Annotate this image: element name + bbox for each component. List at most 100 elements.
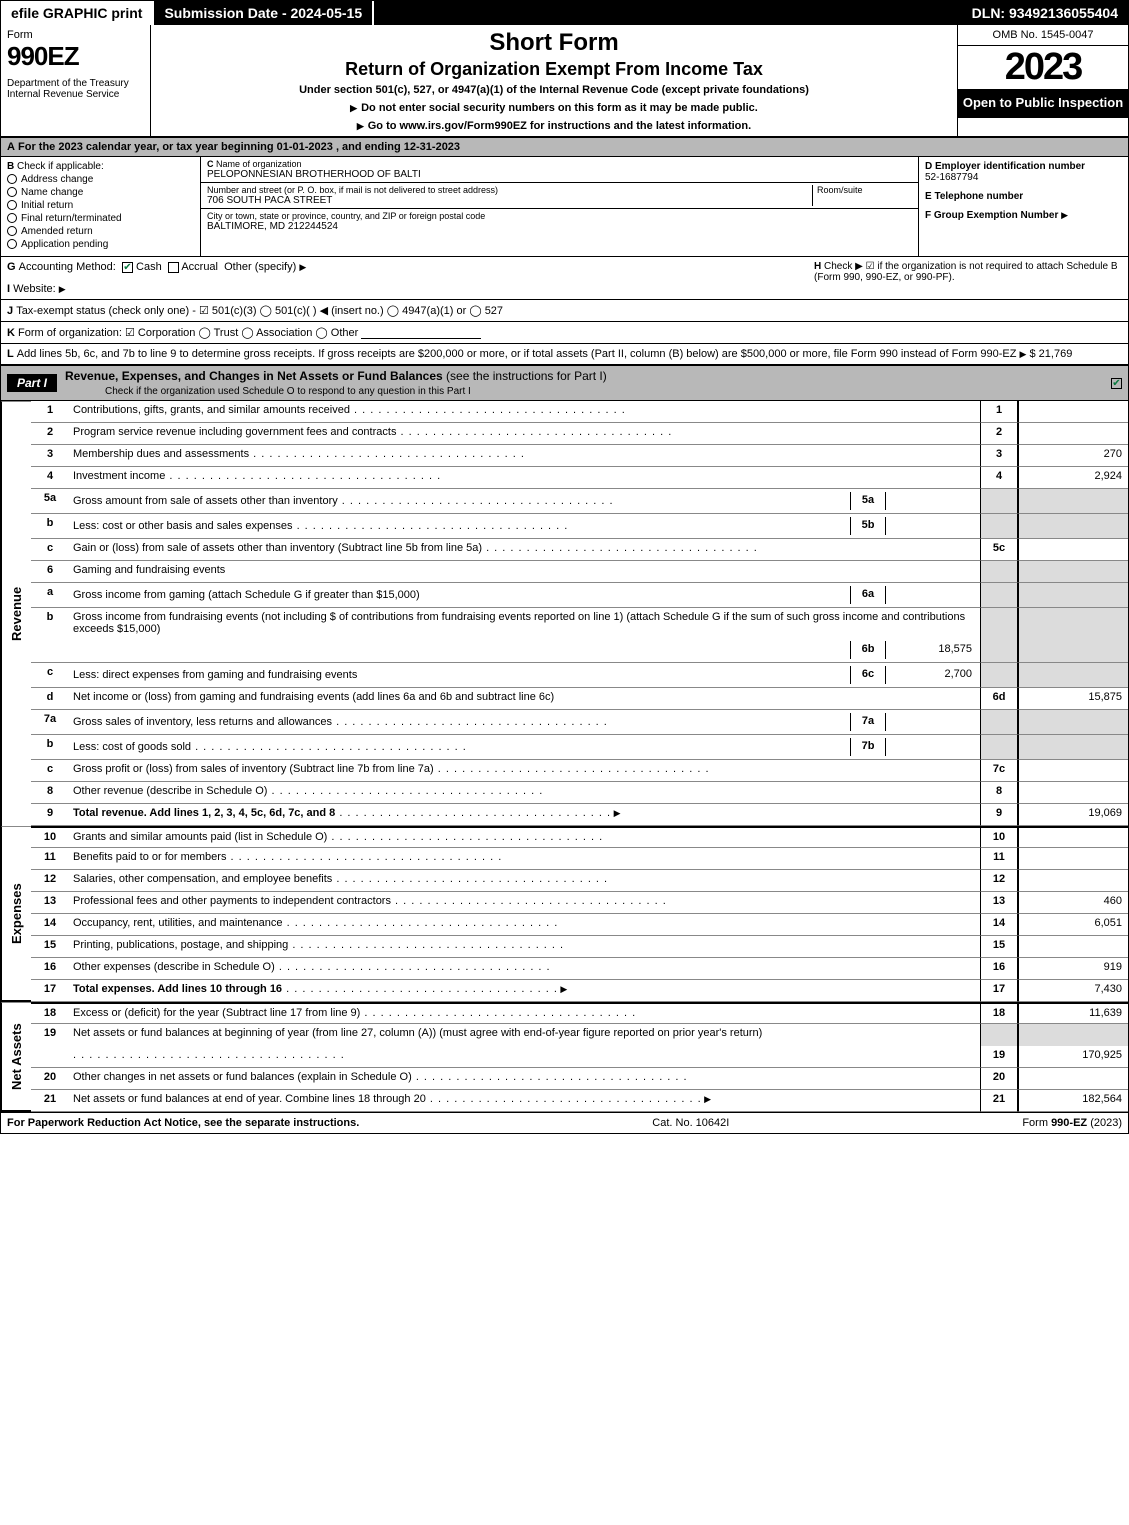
arrow-icon xyxy=(1061,210,1068,221)
line-value xyxy=(1018,870,1128,892)
line-value-shaded xyxy=(1018,561,1128,583)
chk-application-pending[interactable] xyxy=(7,239,17,249)
header-info-grid: B Check if applicable: Address change Na… xyxy=(1,157,1128,257)
l-text: Add lines 5b, 6c, and 7b to line 9 to de… xyxy=(17,348,1017,360)
line-box: 8 xyxy=(980,782,1018,804)
k-other-field[interactable] xyxy=(361,327,481,339)
org-name: PELOPONNESIAN BROTHERHOOD OF BALTI xyxy=(207,169,912,180)
line-value-shaded xyxy=(1018,1024,1128,1046)
line-num: 16 xyxy=(31,958,69,980)
page-footer: For Paperwork Reduction Act Notice, see … xyxy=(1,1112,1128,1133)
line-value-shaded xyxy=(1018,514,1128,539)
line-g: G Accounting Method: Cash Accrual Other … xyxy=(1,257,808,299)
line-value: 460 xyxy=(1018,892,1128,914)
d-ein-label: D Employer identification number xyxy=(925,161,1122,172)
line-value-shaded xyxy=(1018,608,1128,638)
net-assets-side-label: Net Assets xyxy=(1,1002,31,1112)
part-i-lines: Revenue 1 Contributions, gifts, grants, … xyxy=(1,401,1128,1112)
chk-final-return[interactable] xyxy=(7,213,17,223)
line-k-form-of-org: K Form of organization: ☑ Corporation ◯ … xyxy=(1,322,1128,344)
opt-accrual: Accrual xyxy=(181,261,218,273)
line-value-shaded xyxy=(1018,735,1128,760)
footer-right: Form 990-EZ (2023) xyxy=(1022,1117,1122,1129)
line-j-tax-exempt: J Tax-exempt status (check only one) - ☑… xyxy=(1,300,1128,322)
d-ein-value: 52-1687794 xyxy=(925,172,1122,183)
chk-cash[interactable] xyxy=(122,262,133,273)
line-box: 3 xyxy=(980,445,1018,467)
line-num: b xyxy=(31,735,69,760)
line-desc: Grants and similar amounts paid (list in… xyxy=(73,831,327,843)
h-text: Check ▶ ☑ if the organization is not req… xyxy=(814,261,1118,283)
j-text: Tax-exempt status (check only one) - ☑ 5… xyxy=(16,305,503,317)
line-num: 5a xyxy=(31,489,69,514)
line-value-shaded xyxy=(1018,489,1128,514)
line-desc: Gross amount from sale of assets other t… xyxy=(73,495,338,507)
opt-name-change: Name change xyxy=(21,187,83,198)
tax-year: 2023 xyxy=(958,46,1128,89)
line-desc: Excess or (deficit) for the year (Subtra… xyxy=(73,1007,360,1019)
line-desc: Occupancy, rent, utilities, and maintena… xyxy=(73,917,283,929)
line-box: 15 xyxy=(980,936,1018,958)
form-990ez-page: efile GRAPHIC print Submission Date - 20… xyxy=(0,0,1129,1134)
line-box: 13 xyxy=(980,892,1018,914)
line-box: 2 xyxy=(980,423,1018,445)
line-a-text: For the 2023 calendar year, or tax year … xyxy=(18,141,460,153)
line-num: d xyxy=(31,688,69,710)
line-desc: Net assets or fund balances at beginning… xyxy=(73,1027,762,1039)
line-value: 919 xyxy=(1018,958,1128,980)
line-box: 20 xyxy=(980,1068,1018,1090)
submission-date-label: Submission Date - 2024-05-15 xyxy=(154,1,374,25)
line-desc: Gain or (loss) from sale of assets other… xyxy=(73,542,482,554)
arrow-icon xyxy=(558,983,567,995)
dln-label: DLN: 93492136055404 xyxy=(962,1,1128,25)
inner-value xyxy=(886,517,976,535)
expenses-side-label: Expenses xyxy=(1,826,31,1002)
line-value: 182,564 xyxy=(1018,1090,1128,1112)
line-box-shaded xyxy=(980,514,1018,539)
line-value xyxy=(1018,782,1128,804)
opt-address-change: Address change xyxy=(21,174,93,185)
line-box: 5c xyxy=(980,539,1018,561)
line-num: c xyxy=(31,539,69,561)
e-phone-label: E Telephone number xyxy=(925,191,1122,202)
line-a-tax-year: A For the 2023 calendar year, or tax yea… xyxy=(1,138,1128,157)
line-box-shaded xyxy=(980,1024,1018,1046)
line-desc: Printing, publications, postage, and shi… xyxy=(73,939,288,951)
inner-box: 6c xyxy=(850,666,886,684)
line-box: 7c xyxy=(980,760,1018,782)
arrow-icon xyxy=(611,807,620,819)
title-cell: Short Form Return of Organization Exempt… xyxy=(151,25,958,136)
part-i-sub: Check if the organization used Schedule … xyxy=(105,386,471,397)
line-box: 6d xyxy=(980,688,1018,710)
chk-amended-return[interactable] xyxy=(7,226,17,236)
line-num: c xyxy=(31,760,69,782)
form-identity-cell: Form 990EZ Department of the Treasury In… xyxy=(1,25,151,136)
chk-initial-return[interactable] xyxy=(7,200,17,210)
inner-box: 5b xyxy=(850,517,886,535)
chk-name-change[interactable] xyxy=(7,187,17,197)
line-desc: Membership dues and assessments xyxy=(73,448,249,460)
part-i-title: Revenue, Expenses, and Changes in Net As… xyxy=(65,369,443,383)
line-desc: Gross income from fundraising events (no… xyxy=(73,611,336,623)
line-desc: Other expenses (describe in Schedule O) xyxy=(73,961,275,973)
line-value: 2,924 xyxy=(1018,467,1128,489)
line-box-shaded xyxy=(980,608,1018,638)
line-num: b xyxy=(31,514,69,539)
chk-address-change[interactable] xyxy=(7,174,17,184)
line-num: 11 xyxy=(31,848,69,870)
line-num: c xyxy=(31,663,69,688)
part-i-header: Part I Revenue, Expenses, and Changes in… xyxy=(1,365,1128,401)
part-i-schedule-o-check[interactable] xyxy=(1111,378,1122,389)
line-desc: Less: cost of goods sold xyxy=(73,741,191,753)
f-group-exemption-label: F Group Exemption Number xyxy=(925,210,1058,221)
i-website-label: Website: xyxy=(13,283,56,295)
opt-other: Other (specify) xyxy=(224,261,296,273)
goto-link[interactable]: Go to www.irs.gov/Form990EZ for instruct… xyxy=(157,120,951,132)
line-box-shaded xyxy=(980,583,1018,608)
footer-form-post: (2023) xyxy=(1087,1117,1122,1129)
line-desc: Program service revenue including govern… xyxy=(73,426,396,438)
line-value-shaded xyxy=(1018,583,1128,608)
line-box: 21 xyxy=(980,1090,1018,1112)
line-box-shaded xyxy=(980,638,1018,663)
chk-accrual[interactable] xyxy=(168,262,179,273)
